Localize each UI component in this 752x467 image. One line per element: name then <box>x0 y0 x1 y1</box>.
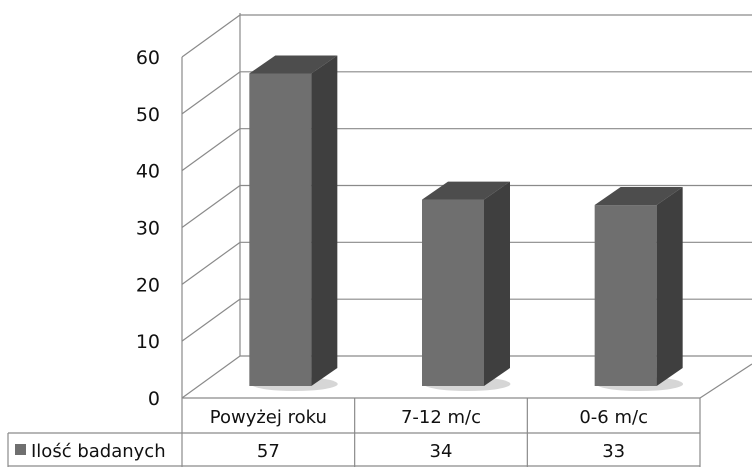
gridline-side <box>181 128 241 172</box>
gridline-side <box>181 185 241 228</box>
bar-top <box>422 181 510 200</box>
y-tick-label: 10 <box>136 331 160 353</box>
category-label: 0-6 m/c <box>579 407 648 428</box>
gridline-side <box>181 14 241 58</box>
gridline-side <box>181 298 241 342</box>
chart-back-walls <box>181 13 241 398</box>
bar-front <box>249 73 312 386</box>
floor-right-edge <box>699 363 752 399</box>
y-tick-label: 50 <box>136 104 160 126</box>
legend-series-name: Ilość badanych <box>31 441 166 462</box>
category-label: Powyżej roku <box>210 407 327 428</box>
gridline-side <box>181 355 241 399</box>
y-tick-label: 20 <box>136 274 160 296</box>
bar <box>249 55 338 391</box>
gridline-side <box>181 241 241 285</box>
bar-top <box>594 187 683 206</box>
bar-top <box>249 55 338 74</box>
category-label: 7-12 m/c <box>401 407 481 428</box>
data-table: Ilość badanych Powyżej roku 7-12 m/c 0-6… <box>7 397 701 467</box>
bar-front <box>422 199 484 386</box>
bars <box>249 55 684 391</box>
data-table-grid <box>7 397 701 467</box>
bar <box>422 181 511 391</box>
y-tick-label: 0 <box>148 388 160 410</box>
y-tick-label: 60 <box>136 47 160 69</box>
bar <box>594 187 684 391</box>
bar-front <box>594 205 657 386</box>
data-table-value: 34 <box>430 441 453 462</box>
bar-side <box>484 181 510 386</box>
legend-key-swatch <box>15 444 26 455</box>
bar-side <box>311 55 338 386</box>
y-tick-label: 30 <box>136 218 160 240</box>
data-table-value: 33 <box>602 441 625 462</box>
y-axis-tick-labels: 0 10 20 30 40 50 60 <box>136 47 160 410</box>
gridline-side <box>181 71 241 115</box>
bar-side <box>656 187 683 386</box>
chart-floor <box>699 363 752 399</box>
y-tick-label: 40 <box>136 161 160 183</box>
data-table-value: 57 <box>257 441 280 462</box>
